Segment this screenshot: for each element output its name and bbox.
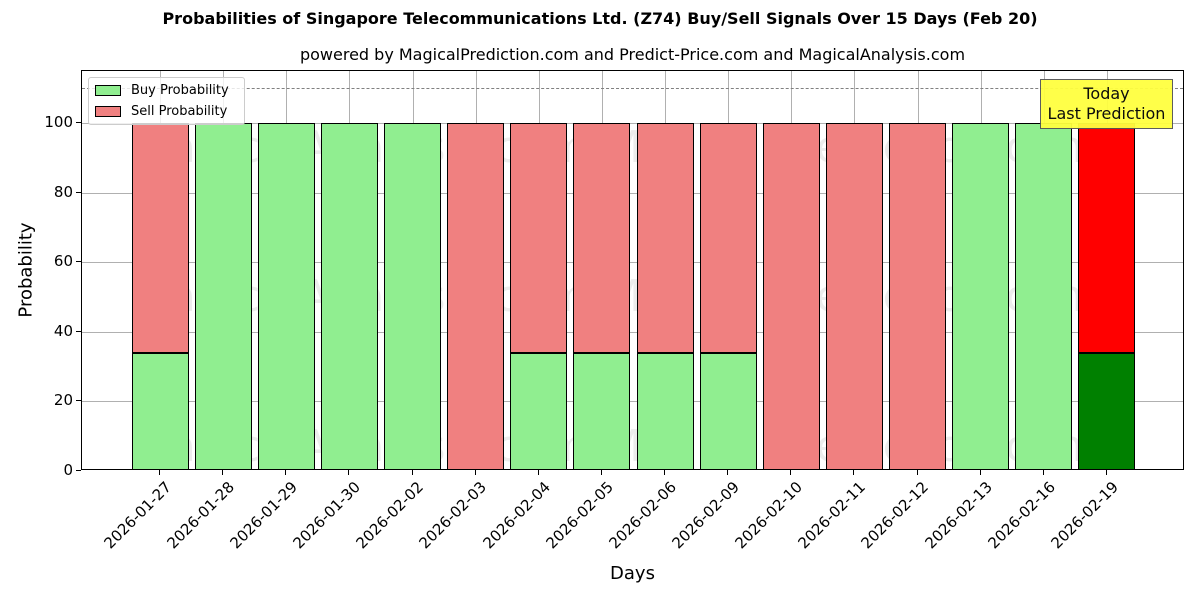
legend-item-sell: Sell Probability: [95, 104, 227, 119]
y-tick: [76, 261, 81, 263]
bar-buy: [320, 123, 378, 469]
x-tick-label: 2026-01-30: [289, 478, 365, 553]
x-tick: [285, 470, 287, 475]
y-tick-label: 100: [44, 113, 73, 132]
x-tick: [853, 470, 855, 475]
bar-sell: [573, 123, 631, 353]
y-tick-label: 0: [63, 461, 73, 479]
x-tick: [474, 470, 476, 475]
bar-sell: [762, 123, 820, 469]
bar-buy: [194, 123, 252, 469]
x-tick-label: 2026-02-10: [731, 478, 807, 553]
bar-sell: [1078, 123, 1136, 353]
x-tick-label: 2026-02-12: [857, 478, 933, 553]
y-tick-label: 20: [53, 391, 73, 410]
grid-line-horizontal: [82, 192, 1183, 194]
reference-line-dashed: [82, 88, 1183, 90]
grid-line-horizontal: [82, 401, 1183, 403]
x-tick: [159, 470, 160, 475]
bar-buy: [1015, 123, 1073, 469]
buy-swatch-icon: [95, 85, 121, 96]
bar-buy: [573, 352, 631, 469]
y-tick: [76, 470, 81, 471]
bar-buy: [636, 352, 694, 469]
grid-line-horizontal: [82, 331, 1183, 333]
x-tick: [727, 470, 729, 475]
x-tick: [600, 470, 602, 475]
bar-buy: [131, 352, 189, 469]
y-tick: [76, 122, 81, 124]
x-tick: [1042, 470, 1044, 475]
bar-sell: [699, 123, 757, 353]
y-axis-label: Probability: [15, 222, 37, 318]
x-tick-label: 2026-02-06: [605, 478, 680, 553]
bar-sell: [636, 123, 694, 353]
x-axis-label: Days: [610, 563, 655, 584]
legend: Buy Probability Sell Probability: [88, 77, 245, 125]
x-tick-label: 2026-02-04: [479, 478, 554, 553]
bar-sell: [510, 123, 568, 353]
x-tick-label: 2026-02-09: [668, 478, 743, 553]
y-tick-label: 80: [53, 182, 73, 201]
x-tick: [222, 470, 224, 475]
bar-sell: [447, 123, 505, 469]
bar-buy: [952, 123, 1010, 469]
x-tick: [664, 470, 666, 475]
bar-buy: [1078, 352, 1136, 469]
y-tick: [76, 400, 81, 402]
x-tick: [1105, 470, 1107, 475]
x-tick: [790, 470, 792, 475]
sell-swatch-icon: [95, 106, 121, 117]
x-tick: [411, 470, 413, 475]
bar-buy: [384, 123, 442, 469]
legend-item-buy: Buy Probability: [95, 83, 229, 98]
x-tick-label: 2026-02-13: [921, 478, 996, 553]
y-tick: [76, 330, 81, 332]
x-tick-label: 2026-02-19: [1047, 478, 1122, 553]
chart-title: Probabilities of Singapore Telecommunica…: [162, 9, 1038, 28]
x-tick: [979, 470, 981, 475]
x-tick-label: 2026-02-02: [352, 478, 428, 553]
x-tick: [537, 470, 539, 475]
legend-label-sell: Sell Probability: [131, 104, 228, 119]
x-tick: [348, 470, 350, 475]
grid-line-horizontal: [82, 262, 1183, 264]
legend-label-buy: Buy Probability: [131, 83, 229, 98]
bar-buy: [257, 123, 315, 469]
x-tick-label: 2026-01-27: [100, 478, 175, 553]
plot-area: MagicalAnalysis.comMagicalPrediction.com…: [81, 70, 1184, 470]
bar-sell: [825, 123, 883, 469]
x-tick: [916, 470, 918, 475]
bar-buy: [510, 352, 568, 469]
x-tick-label: 2026-02-05: [542, 478, 617, 553]
today-annotation: Today Last Prediction: [1040, 79, 1173, 129]
annotation-line-1: Today: [1083, 84, 1130, 103]
y-tick-label: 40: [53, 321, 73, 340]
grid-line-horizontal: [82, 123, 1183, 125]
chart-subtitle: powered by MagicalPrediction.com and Pre…: [299, 45, 966, 64]
bar-sell: [131, 123, 189, 353]
x-tick-label: 2026-02-03: [416, 478, 491, 553]
annotation-line-2: Last Prediction: [1047, 104, 1166, 123]
bar-sell: [889, 123, 947, 469]
x-tick-label: 2026-02-11: [794, 478, 870, 553]
x-tick-label: 2026-01-28: [163, 478, 238, 553]
x-tick-label: 2026-01-29: [226, 478, 301, 553]
bar-buy: [699, 352, 757, 469]
y-tick: [76, 191, 81, 193]
y-tick-label: 60: [53, 252, 73, 271]
